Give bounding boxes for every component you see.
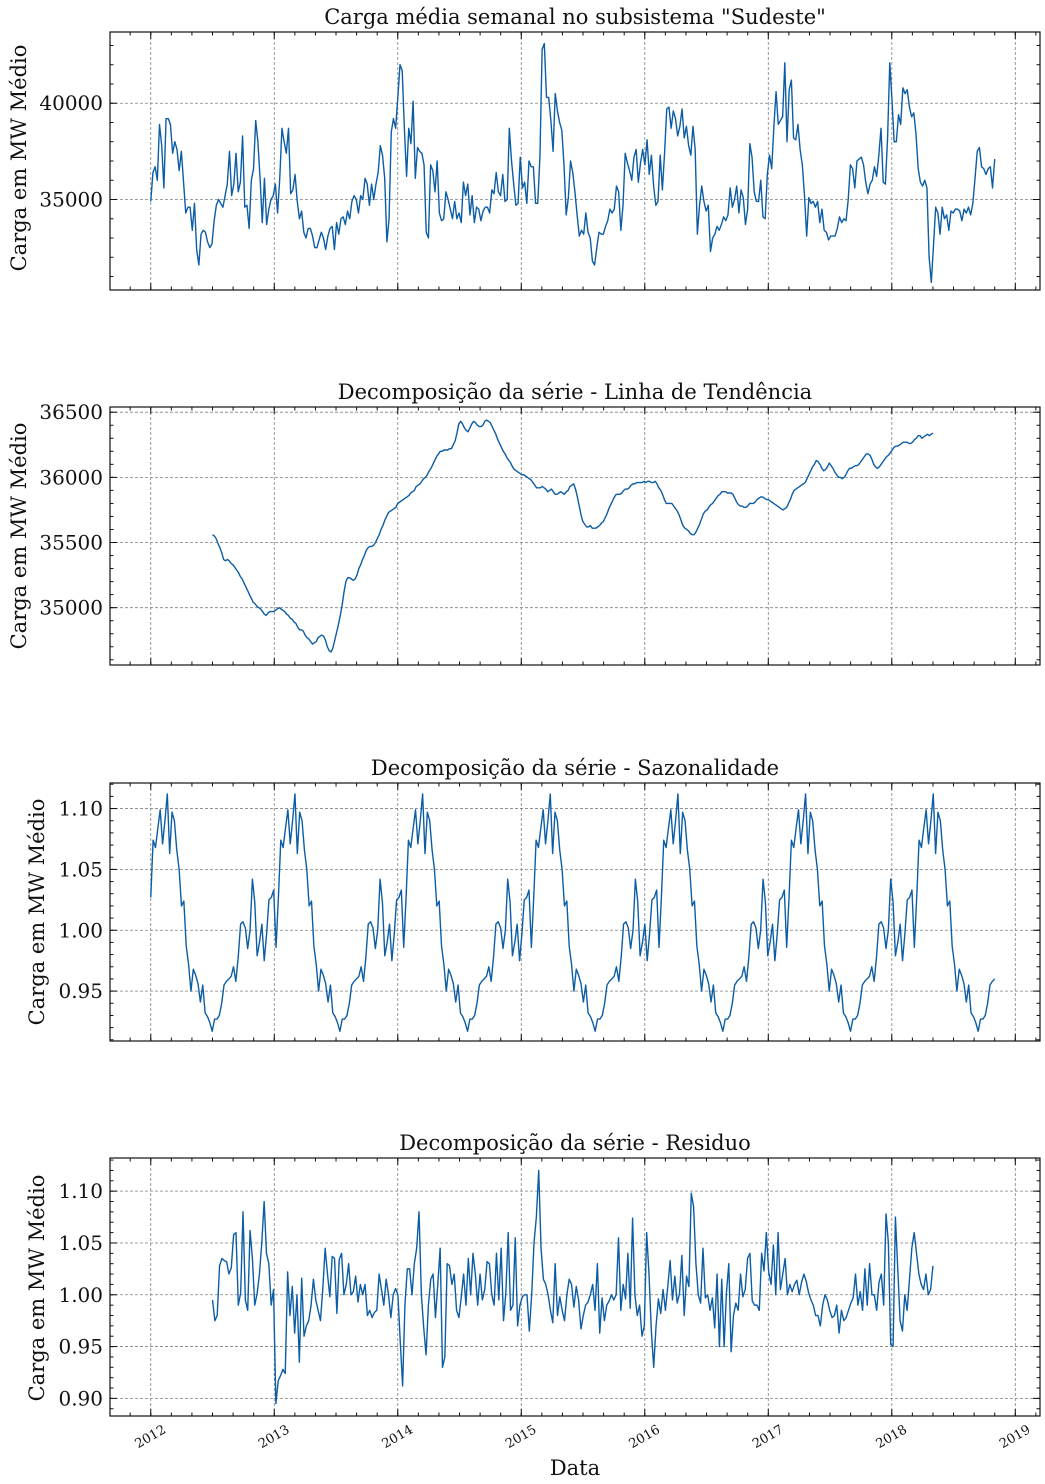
y-axis-label-trend: Carga em MW Médio bbox=[7, 423, 31, 650]
plot-area-load bbox=[109, 31, 1041, 291]
y-tick-label: 0.95 bbox=[58, 979, 103, 1003]
y-tick-label: 1.10 bbox=[58, 797, 103, 821]
series-line-load bbox=[150, 42, 996, 283]
x-tick-label: 2012 bbox=[133, 1422, 169, 1452]
panel-trend: Decomposição da série - Linha de Tendênc… bbox=[7, 380, 1041, 666]
plot-area-trend bbox=[109, 406, 1041, 666]
y-tick-label: 35500 bbox=[39, 531, 103, 555]
x-axis-label: Data bbox=[550, 1456, 600, 1480]
chart-title-seasonality: Decomposição da série - Sazonalidade bbox=[371, 756, 779, 780]
plot-area-seasonality bbox=[109, 782, 1041, 1042]
x-tick-label: 2019 bbox=[997, 1422, 1033, 1452]
x-tick-label: 2015 bbox=[503, 1422, 539, 1452]
y-tick-label: 1.05 bbox=[58, 1231, 103, 1255]
chart-title-residual: Decomposição da série - Residuo bbox=[399, 1131, 751, 1155]
series-line-trend bbox=[212, 419, 934, 653]
plot-area-residual bbox=[109, 1157, 1041, 1417]
series-line-seasonality bbox=[150, 793, 996, 1032]
y-tick-label: 1.10 bbox=[58, 1179, 103, 1203]
y-tick-label: 1.00 bbox=[58, 918, 103, 942]
y-tick-label: 36000 bbox=[39, 465, 103, 489]
chart-title-load: Carga média semanal no subsistema "Sudes… bbox=[324, 5, 826, 29]
panel-residual: Decomposição da série - Residuo Carga em… bbox=[25, 1131, 1041, 1417]
y-axis-label-seasonality: Carga em MW Médio bbox=[25, 799, 49, 1026]
y-axis-label-load: Carga em MW Médio bbox=[7, 45, 31, 272]
x-tick-label: 2013 bbox=[256, 1422, 292, 1452]
series-line-residual bbox=[211, 1169, 934, 1405]
y-tick-label: 1.00 bbox=[58, 1283, 103, 1307]
y-tick-label: 40000 bbox=[39, 91, 103, 115]
panel-load: Carga média semanal no subsistema "Sudes… bbox=[7, 5, 1041, 291]
y-tick-label: 36500 bbox=[39, 400, 103, 424]
x-tick-label: 2018 bbox=[874, 1422, 910, 1452]
y-tick-label: 1.05 bbox=[58, 857, 103, 881]
chart-title-trend: Decomposição da série - Linha de Tendênc… bbox=[338, 380, 812, 404]
x-tick-labels: 2012 2013 2014 2015 2016 2017 2018 2019 bbox=[133, 1422, 1034, 1452]
x-tick-label: 2014 bbox=[380, 1422, 416, 1452]
x-tick-label: 2016 bbox=[627, 1422, 663, 1452]
y-tick-label: 0.95 bbox=[58, 1335, 103, 1359]
y-tick-label: 35000 bbox=[39, 596, 103, 620]
y-tick-label: 35000 bbox=[39, 188, 103, 212]
y-axis-label-residual: Carga em MW Médio bbox=[25, 1175, 49, 1402]
y-tick-label: 0.90 bbox=[58, 1386, 103, 1410]
x-tick-label: 2017 bbox=[750, 1422, 786, 1452]
panel-seasonality: Decomposição da série - Sazonalidade Car… bbox=[25, 756, 1041, 1042]
